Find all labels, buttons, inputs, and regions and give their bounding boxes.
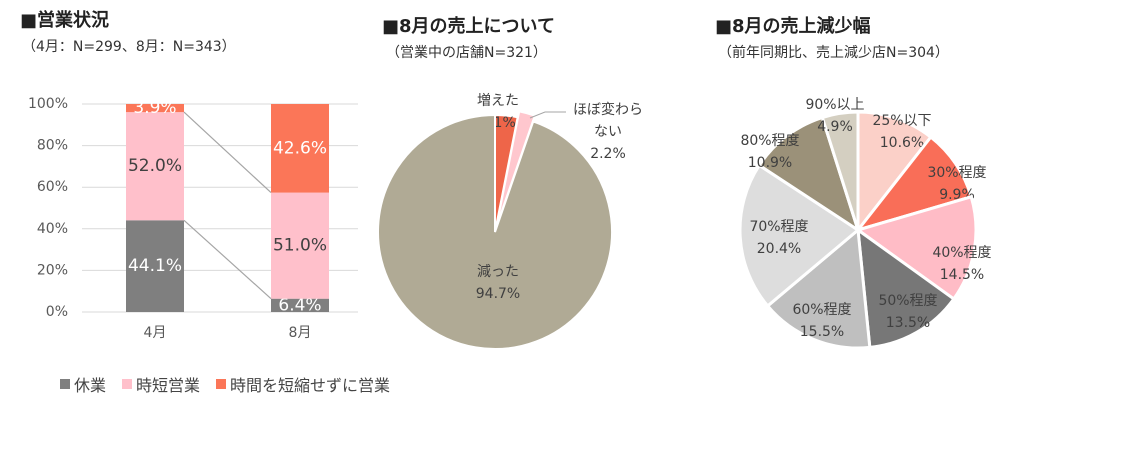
bar-data-label: 6.4% xyxy=(278,295,321,315)
pie-slice xyxy=(854,194,978,302)
bar-segment xyxy=(271,192,329,299)
pie-slice xyxy=(856,226,956,350)
legend-label: 時間を短縮せずに営業 xyxy=(230,376,391,395)
panel3-title: ■8月の売上減少幅 xyxy=(715,16,871,37)
bar-segment xyxy=(126,220,184,312)
legend-label: 時短営業 xyxy=(136,376,201,395)
series-connector-line xyxy=(183,111,272,194)
legend-label: 休業 xyxy=(74,376,107,395)
pie-data-label: 90%以上 xyxy=(805,97,864,113)
legend-item: 時間を短縮せずに営業 xyxy=(216,372,390,396)
panel1-subtitle: （4月：N=299、8月：N=343） xyxy=(22,39,236,55)
legend-swatch xyxy=(60,379,70,389)
bar-chart-legend: 休業 時短営業 時間を短縮せずに営業 xyxy=(60,372,390,396)
pie-data-label: 減った xyxy=(477,263,519,280)
pie-slice xyxy=(856,110,933,235)
pie-data-label: 10.9% xyxy=(748,155,792,171)
pie-slice xyxy=(738,163,861,309)
pie-data-label: 70%程度 xyxy=(749,219,808,235)
y-tick-label: 0% xyxy=(46,304,68,320)
pie-slice xyxy=(820,110,860,231)
x-tick-label: 4月 xyxy=(144,325,167,341)
pie-data-label: 20.4% xyxy=(757,241,801,257)
y-tick-label: 100% xyxy=(28,96,68,112)
bar-data-label: 42.6% xyxy=(273,138,327,158)
pie-data-label: 94.7% xyxy=(476,286,520,302)
bar-segment xyxy=(126,112,184,221)
legend-item: 時短営業 xyxy=(122,372,200,396)
bar-data-label: 51.0% xyxy=(273,236,327,256)
pie-data-label: 14.5% xyxy=(940,267,984,283)
pie-slice xyxy=(377,113,613,350)
leader-line xyxy=(529,111,566,119)
y-tick-label: 20% xyxy=(37,262,68,278)
legend-item: 休業 xyxy=(60,372,106,396)
pie-slice xyxy=(757,115,861,234)
pie-slice xyxy=(765,227,872,350)
bar-data-label: 44.1% xyxy=(128,256,182,276)
panel3-subtitle: （前年同期比、売上減少店N=304） xyxy=(718,45,949,61)
pie-data-label: 増えた xyxy=(477,93,519,109)
pie-data-label: 10.6% xyxy=(880,135,924,151)
pie-data-label: 2.2% xyxy=(590,146,626,162)
panel1-title: ■営業状況 xyxy=(20,10,110,31)
pie-data-label: 15.5% xyxy=(800,324,844,340)
pie-data-label: ほぼ変わら xyxy=(573,101,643,118)
y-tick-label: 80% xyxy=(37,138,68,154)
pie-data-label: 50%程度 xyxy=(878,293,937,309)
pie-data-label: ない xyxy=(594,124,622,140)
legend-swatch xyxy=(122,379,133,389)
pie-data-label: 4.9% xyxy=(817,119,853,135)
bar-data-label: 3.9% xyxy=(133,98,176,118)
panel2-title: ■8月の売上について xyxy=(382,16,555,37)
legend-swatch xyxy=(216,379,227,389)
y-tick-label: 40% xyxy=(37,221,68,237)
pie-data-label: 25%以下 xyxy=(872,113,931,129)
bar-segment xyxy=(271,104,329,193)
pie-data-label: 60%程度 xyxy=(792,302,851,318)
bar-segment xyxy=(126,104,184,113)
pie-data-label: 40%程度 xyxy=(932,245,991,261)
x-tick-label: 8月 xyxy=(289,325,312,341)
pie-data-label: 80%程度 xyxy=(740,133,799,149)
pie-data-label: 13.5% xyxy=(886,315,930,331)
panel2-subtitle: （営業中の店舗N=321） xyxy=(386,45,547,61)
bar-data-label: 52.0% xyxy=(128,156,182,176)
y-tick-label: 60% xyxy=(37,179,68,195)
pie-data-label: 30%程度 xyxy=(927,165,986,181)
bar-segment xyxy=(271,298,329,312)
series-connector-line xyxy=(183,219,272,300)
